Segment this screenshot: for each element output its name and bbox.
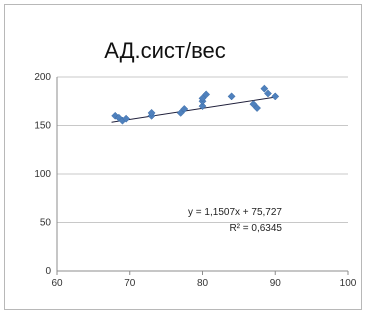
tick-labels: 0 50 100 150 200 60 70 80 90 100 <box>34 72 356 289</box>
data-point <box>264 89 272 98</box>
data-point <box>260 84 269 93</box>
data-point <box>180 105 189 113</box>
scatter-chart: АД.сист/вес 0 50 100 150 200 60 70 80 90 100 y = … <box>34 38 356 289</box>
trendline <box>111 96 276 123</box>
trendline-equation: y = 1,1507x + 75,727 <box>188 207 282 218</box>
data-point <box>271 92 280 101</box>
data-points <box>111 84 280 125</box>
trendline-line <box>111 96 276 123</box>
y-tick-label: 150 <box>34 121 51 132</box>
data-point <box>122 114 131 123</box>
y-tick-label: 200 <box>34 72 51 83</box>
y-tick-label: 100 <box>34 169 51 180</box>
chart-title: АД.сист/вес <box>104 38 226 63</box>
trendline-r-squared: R² = 0,6345 <box>229 223 282 234</box>
data-point <box>227 92 236 101</box>
axes <box>56 77 349 275</box>
x-tick-label: 70 <box>124 278 136 289</box>
data-point <box>147 108 156 117</box>
x-tick-label: 90 <box>270 278 282 289</box>
data-point <box>253 104 262 112</box>
x-tick-label: 100 <box>340 278 357 289</box>
chart-frame: АД.сист/вес 0 50 100 150 200 60 70 80 90 100 y = … <box>4 4 362 310</box>
grid-lines <box>57 76 348 223</box>
y-tick-label: 50 <box>40 218 52 229</box>
x-tick-label: 60 <box>51 278 63 289</box>
data-point <box>198 102 207 111</box>
y-tick-label: 0 <box>45 266 51 277</box>
x-tick-label: 80 <box>197 278 209 289</box>
data-point <box>202 90 211 99</box>
